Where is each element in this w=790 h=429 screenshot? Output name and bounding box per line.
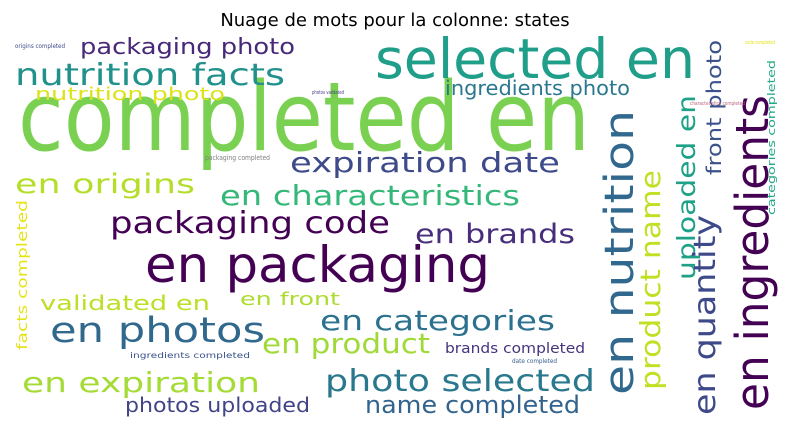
word: en categories [320,304,555,337]
word: en expiration [22,366,260,399]
word: characteristics completed [690,101,745,107]
word: nutrition photo [35,84,225,105]
word: facts completed [15,200,31,350]
word: brands completed [445,341,585,357]
word: validated en [40,291,210,315]
word: en characteristics [220,179,520,212]
chart-title: Nuage de mots pour la colonne: states [220,10,569,31]
word: en packaging [145,236,490,294]
word: name completed [365,391,580,419]
word: en front [240,289,340,310]
word: selected en [375,27,695,91]
word: code completed [745,40,775,46]
word: en ingredients [726,95,779,410]
word: photos uploaded [125,393,310,417]
word: photo selected [325,364,595,399]
word: product name [634,170,667,390]
word: date completed [512,358,557,365]
word: en photos [50,311,265,351]
word: origins completed [15,43,65,50]
word: packaging code [110,206,390,241]
word: categories completed [765,60,778,215]
word: en brands [415,219,575,250]
word: en nutrition [597,110,643,395]
word: ingredients completed [130,351,250,360]
word: uploaded en [672,95,701,280]
word: completed en [18,63,590,173]
word: en quantity [688,215,723,415]
word: expiration date [290,146,560,179]
word: packaging completed [205,154,270,162]
word: nutrition facts [15,58,285,93]
word: en product [262,327,430,360]
word: en origins [15,169,195,200]
word: ingredients photo [445,76,630,100]
word: photos validated [312,90,344,96]
word: front photo [702,40,726,175]
word: packaging photo [80,35,295,60]
